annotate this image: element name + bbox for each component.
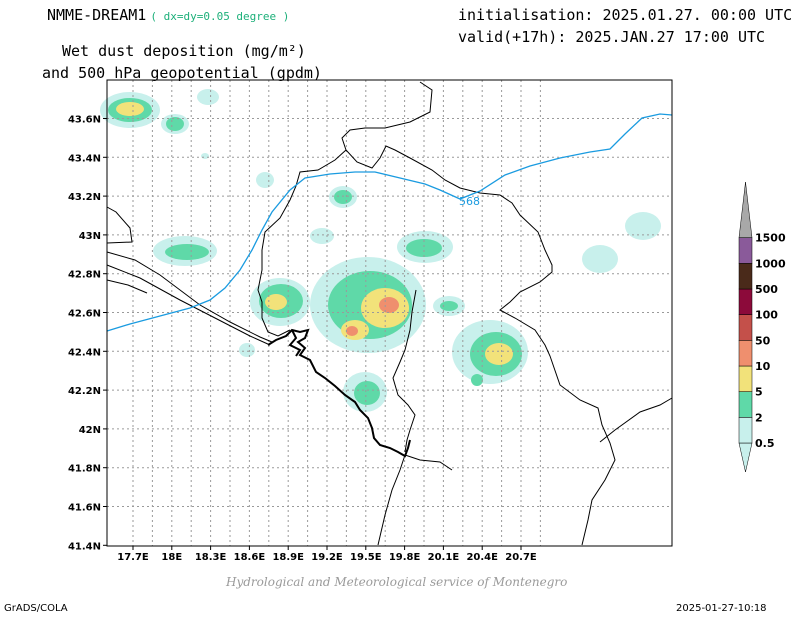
legend-label: 1000 (755, 257, 786, 270)
y-tick-label: 41.6N (68, 503, 101, 514)
geopotential-contour-568 (106, 113, 673, 332)
legend-label: 500 (755, 283, 778, 296)
x-tick-label: 20.7E (505, 552, 537, 563)
software-label: GrADS/COLA (4, 603, 68, 614)
x-tick-label: 19.2E (311, 552, 343, 563)
legend-swatch (738, 237, 753, 264)
x-tick-label: 19.8E (389, 552, 421, 563)
x-tick-label: 18.3E (195, 552, 227, 563)
timestamp-label: 2025-01-27-10:18 (676, 603, 767, 614)
y-tick-label: 42.4N (68, 347, 101, 358)
y-tick-label: 43N (79, 231, 101, 242)
x-tick-label: 20.1E (428, 552, 460, 563)
legend-swatch (738, 340, 753, 367)
y-tick-label: 43.4N (68, 153, 101, 164)
x-tick-label: 18.9E (272, 552, 304, 563)
model-title: NMME-DREAM1( dx=dy=0.05 degree ) (47, 6, 290, 24)
legend-swatch (738, 391, 753, 418)
resolution-label: ( dx=dy=0.05 degree ) (150, 10, 290, 23)
variable-title-line1: Wet dust deposition (mg/m²) (62, 42, 306, 60)
x-tick-label: 18.6E (234, 552, 266, 563)
legend-swatch (738, 365, 753, 392)
x-tick-label: 17.7E (117, 552, 149, 563)
country-borders (106, 81, 673, 546)
legend-label: 1500 (755, 232, 786, 245)
legend-upper-cap (738, 181, 753, 238)
y-tick-label: 41.4N (68, 541, 101, 552)
legend-swatch (738, 417, 753, 444)
x-tick-label: 20.4E (466, 552, 498, 563)
credit-text: Hydrological and Meteorological service … (226, 575, 568, 589)
coastline (267, 328, 411, 458)
y-tick-label: 42.8N (68, 270, 101, 281)
y-tick-label: 42.2N (68, 386, 101, 397)
legend-label: 100 (755, 309, 778, 322)
init-time: initialisation: 2025.01.27. 00:00 UTC (458, 6, 793, 24)
y-tick-label: 41.8N (68, 464, 101, 475)
legend-label: 0.5 (755, 437, 775, 450)
legend: 0.5 2 5 10 50 100 500 1000 1500 (738, 181, 786, 473)
x-tick-label: 19.5E (350, 552, 382, 563)
legend-swatch (738, 263, 753, 290)
variable-title-line2: and 500 hPa geopotential (gpdm) (42, 64, 322, 82)
x-tick-label: 18E (161, 552, 182, 563)
legend-swatch (738, 288, 753, 315)
valid-time: valid(+17h): 2025.JAN.27 17:00 UTC (458, 28, 766, 46)
y-tick-label: 43.2N (68, 192, 101, 203)
legend-label: 5 (755, 386, 763, 399)
legend-lower-cap (738, 442, 753, 473)
legend-label: 10 (755, 360, 771, 373)
legend-swatch (738, 314, 753, 341)
y-tick-label: 42.6N (68, 309, 101, 320)
y-tick-label: 43.6N (68, 115, 101, 126)
legend-label: 2 (755, 411, 763, 424)
contour-label: 568 (459, 195, 480, 208)
legend-label: 50 (755, 334, 771, 347)
dust-deposition-field (100, 89, 661, 412)
map-grid (107, 80, 672, 546)
y-tick-label: 42N (79, 425, 101, 436)
